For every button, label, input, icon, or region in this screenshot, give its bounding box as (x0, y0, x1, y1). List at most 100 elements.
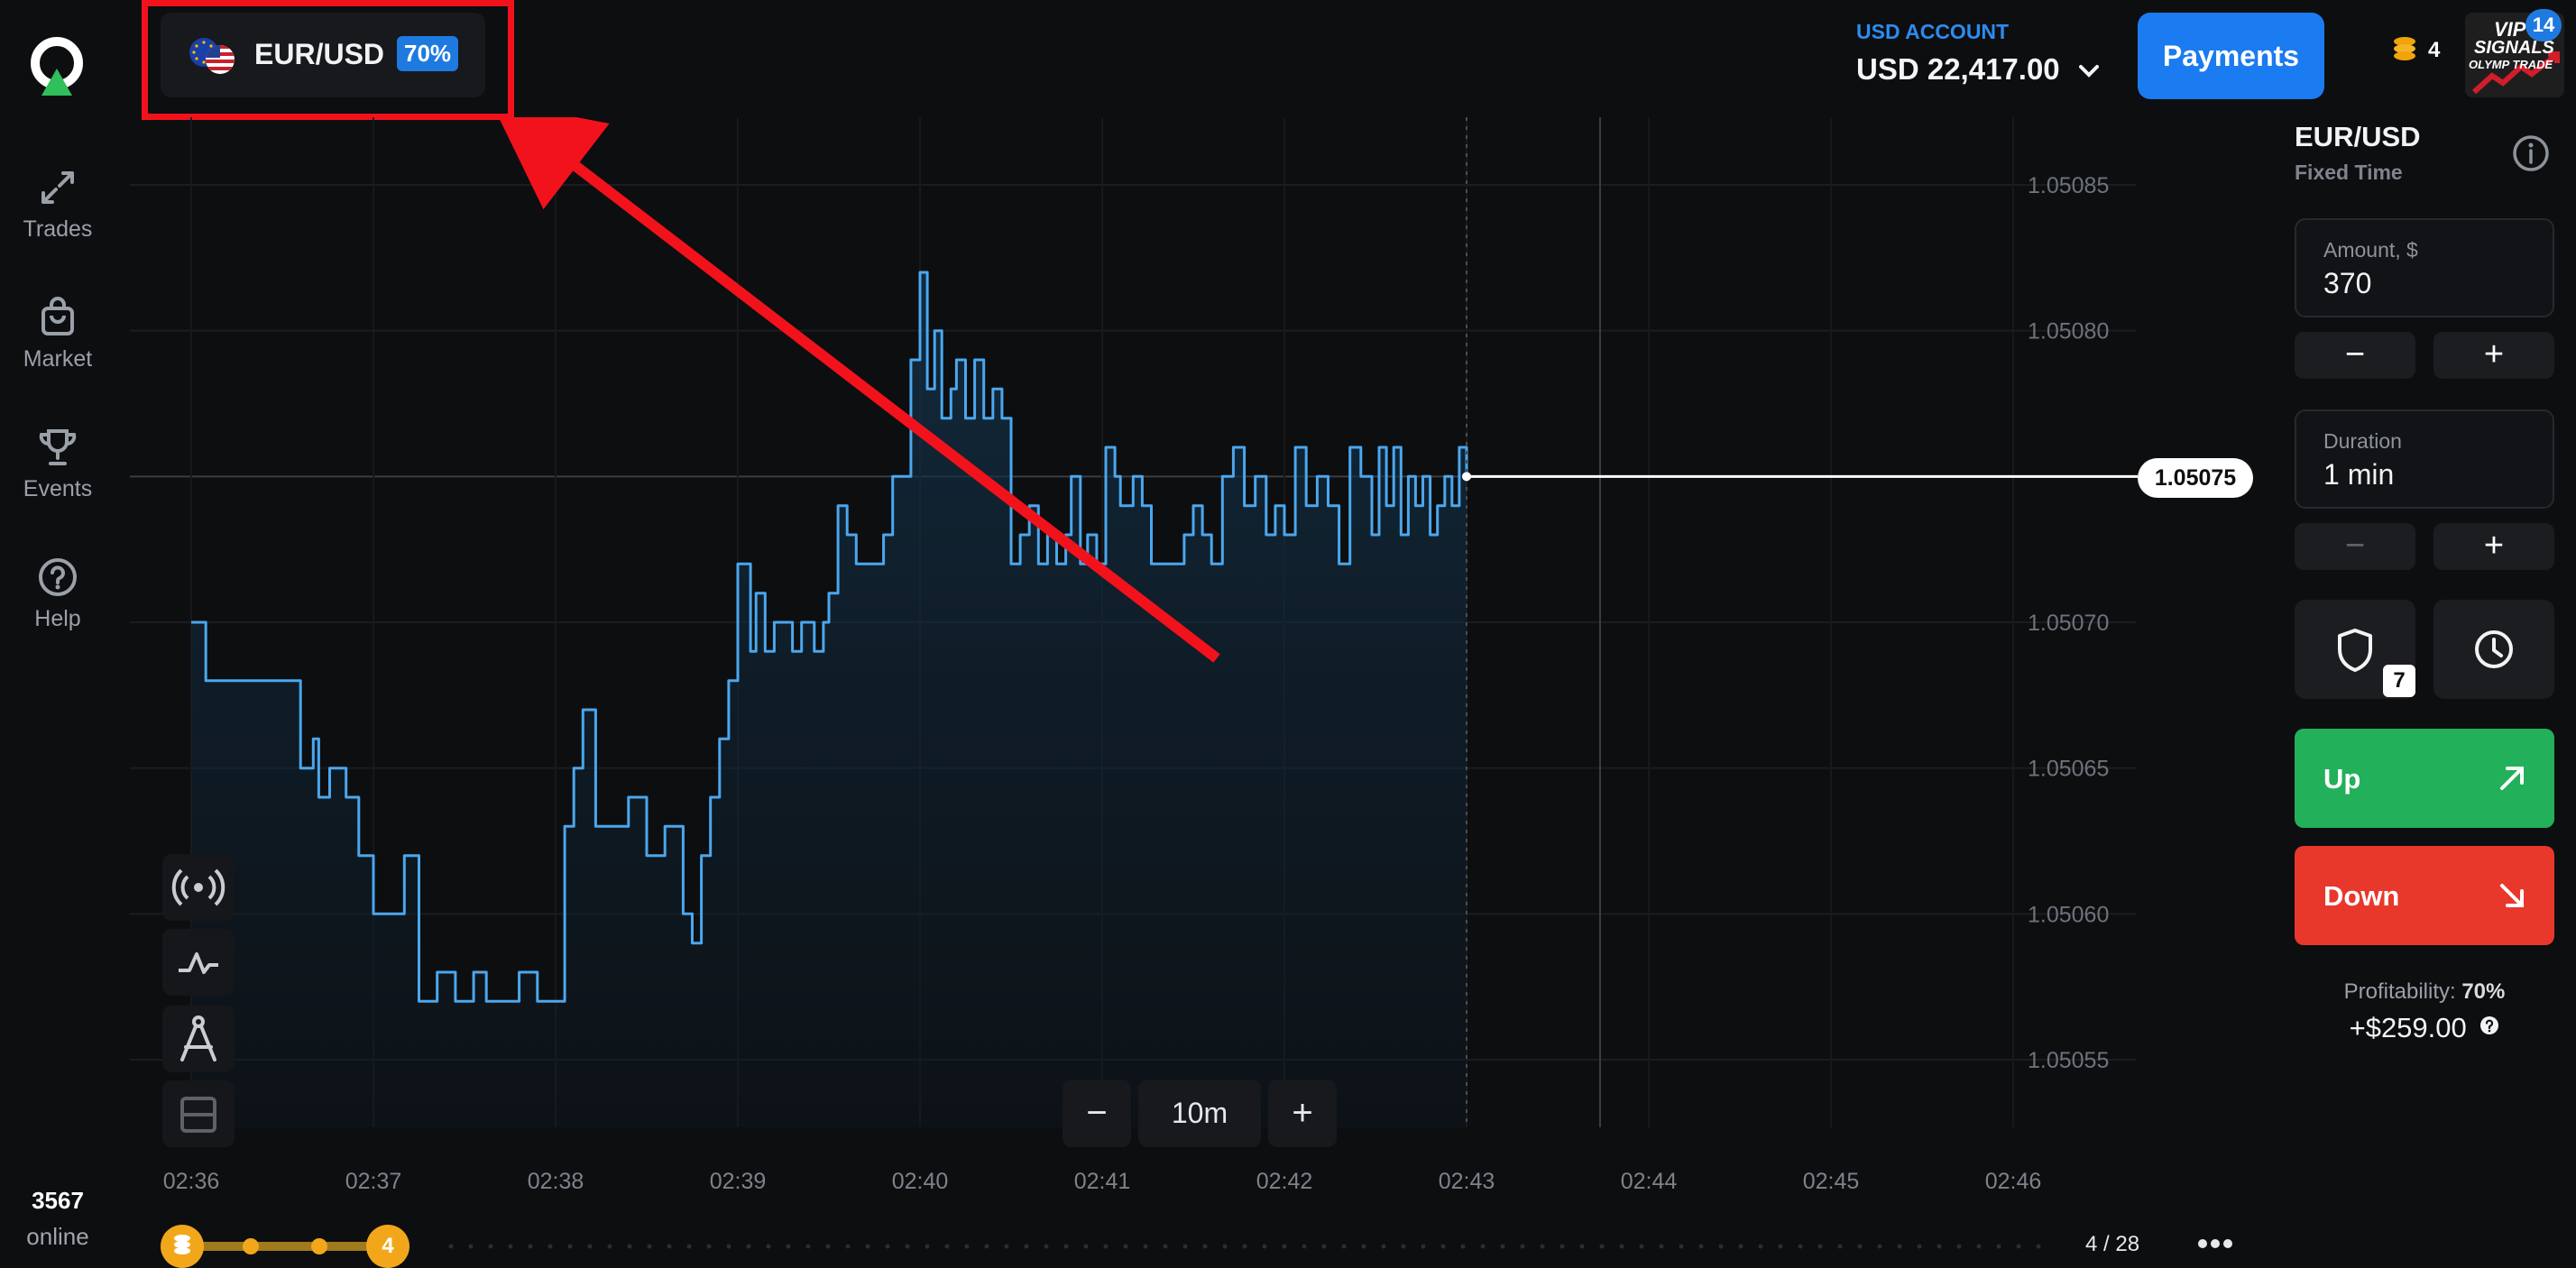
track-dot (1480, 1244, 1486, 1249)
sidebar-item-trades[interactable]: Trades (0, 166, 115, 243)
vip-line3: OLYMP TRADE (2469, 58, 2553, 71)
logo-icon[interactable] (27, 36, 87, 96)
y-tick-label: 1.05070 (2028, 611, 2109, 636)
track-dot (1599, 1244, 1605, 1249)
question-icon[interactable] (2479, 1015, 2499, 1035)
track-dot (1262, 1244, 1267, 1249)
track-dot (1361, 1244, 1366, 1249)
x-tick-label: 02:36 (163, 1169, 220, 1194)
sidebar-item-help[interactable]: Help (0, 556, 115, 632)
x-tick-label: 02:44 (1621, 1169, 1678, 1194)
annotation-arrow (490, 117, 1220, 663)
arrow-up-right-icon (2500, 767, 2524, 790)
track-dot (1182, 1244, 1188, 1249)
zoom-out-button[interactable]: − (1063, 1080, 1131, 1147)
duration-value: 1 min (2323, 458, 2395, 491)
chart-type-button[interactable] (162, 929, 235, 996)
track-dot (964, 1244, 970, 1249)
sidebar-item-label: Events (23, 476, 93, 501)
track-dot (1381, 1244, 1386, 1249)
signals-tool-button[interactable] (162, 854, 235, 921)
amount-value: 370 (2323, 267, 2372, 299)
track-dot (766, 1244, 771, 1249)
track-dot (1242, 1244, 1247, 1249)
track-dot (825, 1244, 831, 1249)
track-dot (468, 1244, 474, 1249)
amount-label: Amount, $ (2323, 238, 2418, 262)
track-dot (1917, 1244, 1922, 1249)
insurance-button[interactable]: 7 (2295, 600, 2415, 699)
track-dot (1321, 1244, 1327, 1249)
y-tick-label: 1.05080 (2028, 319, 2109, 345)
up-label: Up (2323, 763, 2361, 795)
track-dot (448, 1244, 454, 1249)
duration-field[interactable]: Duration 1 min (2295, 409, 2554, 509)
track-dot (1937, 1244, 1942, 1249)
pending-trade-button[interactable] (2433, 600, 2554, 699)
track-dot (726, 1244, 731, 1249)
current-price-value: 1.05075 (2154, 465, 2237, 491)
amount-increase-button[interactable]: + (2433, 332, 2554, 379)
y-tick-label: 1.05055 (2028, 1048, 2109, 1073)
info-icon[interactable] (2511, 133, 2551, 173)
drawing-tools-button[interactable] (162, 1006, 235, 1072)
track-dot (1024, 1244, 1029, 1249)
track-dot (1083, 1244, 1089, 1249)
profit-amount-row: +$259.00 (2295, 1012, 2554, 1044)
track-dot (1421, 1244, 1426, 1249)
profitability-label: Profitability: (2343, 979, 2456, 1004)
price-line (191, 271, 1468, 1003)
track-dot (607, 1244, 612, 1249)
track-dot (746, 1244, 751, 1249)
zoom-level[interactable]: 10m (1138, 1080, 1261, 1147)
track-dot (1579, 1244, 1585, 1249)
amount-decrease-button[interactable]: − (2295, 332, 2415, 379)
zoom-in-button[interactable]: + (1268, 1080, 1337, 1147)
track-dot (1639, 1244, 1644, 1249)
current-price-tag: 1.05075 (2138, 458, 2253, 498)
sidebar-item-market[interactable]: Market (0, 296, 115, 372)
x-tick-label: 02:37 (345, 1169, 402, 1194)
highlight-box (142, 0, 514, 120)
track-dot (567, 1244, 573, 1249)
payments-button[interactable]: Payments (2138, 13, 2324, 99)
eu-us-flag-icon (189, 38, 235, 74)
coins-count: 4 (2428, 38, 2441, 62)
track-dot (587, 1244, 593, 1249)
trophy-icon (39, 429, 77, 465)
track-dot (786, 1244, 791, 1249)
duration-increase-button[interactable]: + (2433, 523, 2554, 570)
coins-button[interactable] (2372, 27, 2471, 72)
track-dot (1103, 1244, 1109, 1249)
price-chart[interactable]: 1.05085 1.05080 1.05070 1.05065 1.05060 1.050… (130, 117, 2141, 1268)
track-dot (667, 1244, 672, 1249)
down-button[interactable]: Down (2295, 846, 2554, 945)
track-dot (1341, 1244, 1347, 1249)
track-dot (1698, 1244, 1704, 1249)
layout-toggle-button[interactable] (162, 1080, 235, 1147)
asset-tab[interactable]: EUR/USD 70% (161, 13, 485, 97)
track-dot (944, 1244, 950, 1249)
up-button[interactable]: Up (2295, 729, 2554, 828)
track-dot (865, 1244, 870, 1249)
x-tick-label: 02:45 (1803, 1169, 1860, 1194)
more-options-icon[interactable] (2197, 1237, 2233, 1250)
online-count: 3567 (32, 1187, 84, 1214)
shopping-bag-icon (41, 297, 74, 335)
trades-arrows-icon (41, 171, 74, 204)
duration-decrease-button[interactable]: − (2295, 523, 2415, 570)
sidebar-item-events[interactable]: Events (0, 426, 115, 502)
track-dot (1778, 1244, 1783, 1249)
track-dot (1004, 1244, 1009, 1249)
track-dot (1877, 1244, 1882, 1249)
amount-field[interactable]: Amount, $ 370 (2295, 218, 2554, 317)
track-dot (1619, 1244, 1624, 1249)
track-dot (984, 1244, 989, 1249)
track-dot (1063, 1244, 1069, 1249)
arrow-down-right-icon (2500, 884, 2524, 907)
page-counter: 4 / 28 (2085, 1232, 2140, 1256)
track-dot (1679, 1244, 1684, 1249)
account-balance[interactable]: USD 22,417.00 (1856, 52, 2101, 87)
x-tick-label: 02:46 (1985, 1169, 2042, 1194)
sidebar: Trades Market Events Help (0, 0, 130, 1268)
